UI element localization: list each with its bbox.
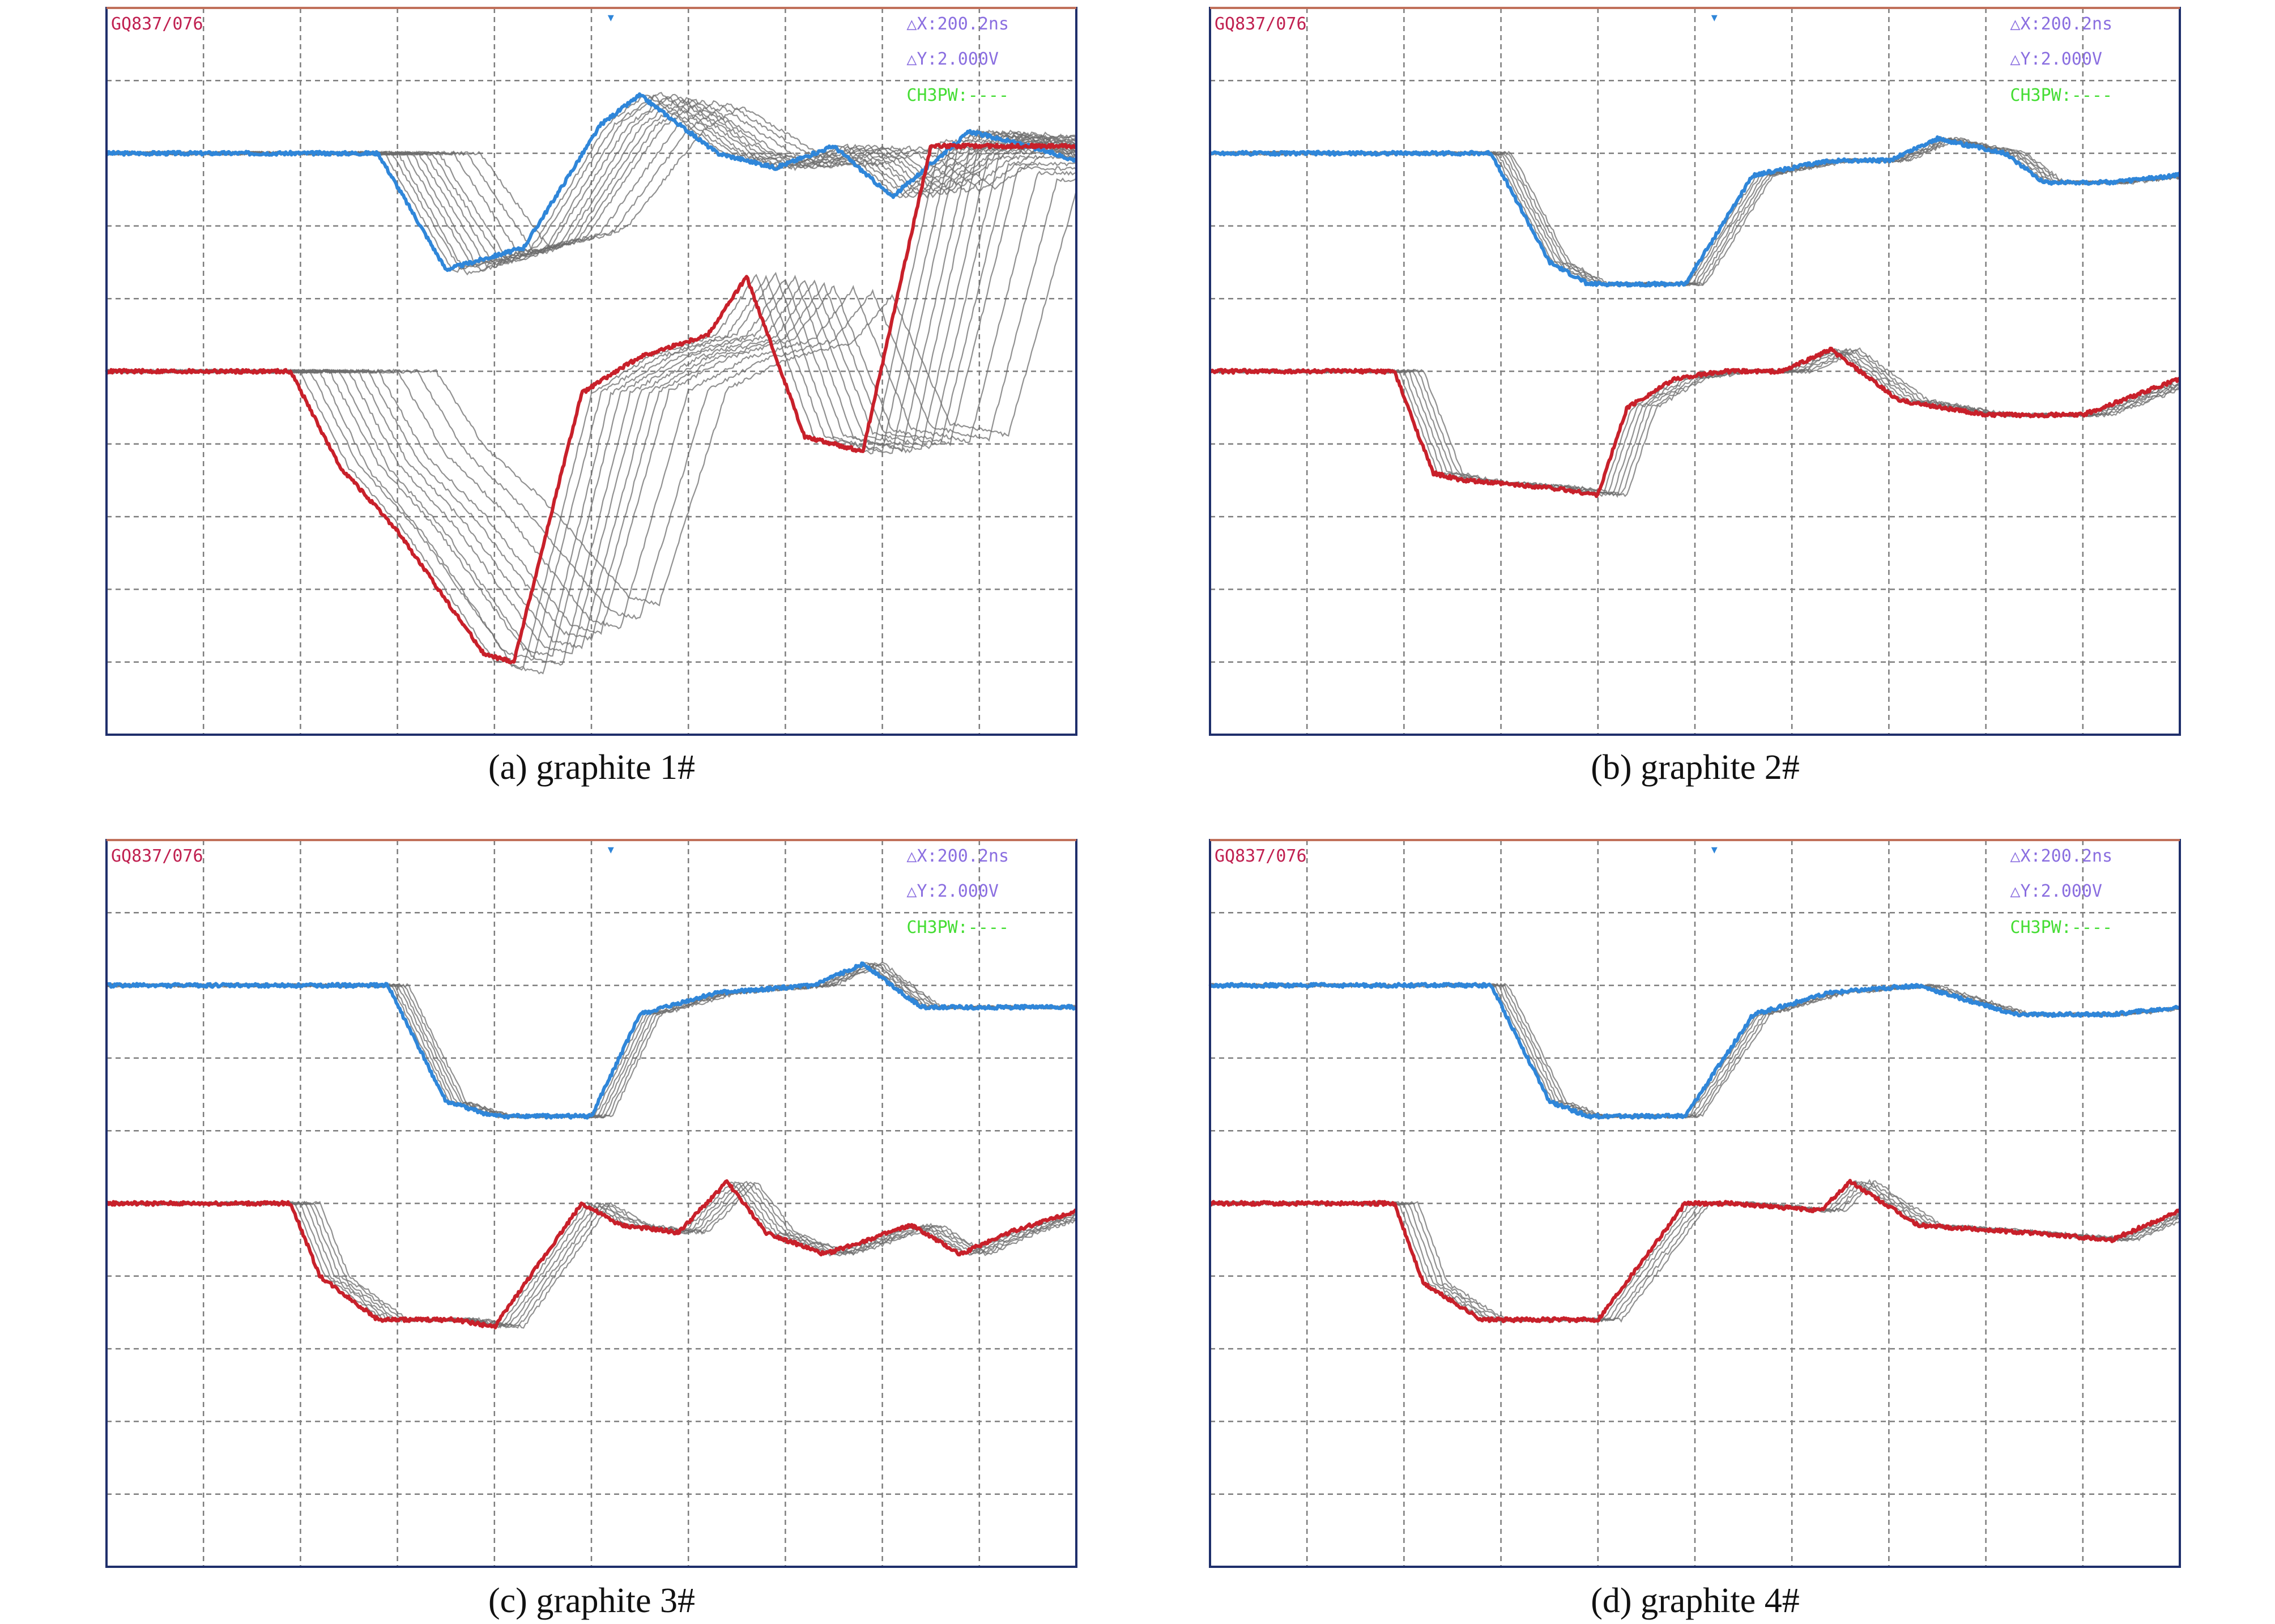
delta-y-label-a: △Y:2.000V <box>906 49 999 69</box>
delta-y-label-b: △Y:2.000V <box>2010 49 2102 69</box>
ch3-label-c: CH3PW:---- <box>906 918 1009 937</box>
ch3-label-b: CH3PW:---- <box>2010 86 2112 105</box>
ch1-trace-c <box>106 961 1077 1120</box>
chart-c: ▾ GQ837/076 △X:200.2ns △Y:2.000V CH3PW:---- <box>105 839 1077 1568</box>
scope-id-label-c: GQ837/076 <box>111 846 203 866</box>
caption-d: (d) graphite 4# <box>1591 1582 1800 1620</box>
caption-c: (c) graphite 3# <box>488 1582 695 1620</box>
ch2-trace-a <box>105 142 1077 664</box>
scope-id-label-d: GQ837/076 <box>1215 846 1307 866</box>
delta-x-label-a: △X:200.2ns <box>906 14 1009 34</box>
grid-c <box>106 840 1076 1567</box>
delta-y-label-c: △Y:2.000V <box>906 881 999 901</box>
delta-x-label-c: △X:200.2ns <box>906 846 1009 866</box>
ch2-trace-d <box>1209 1179 2181 1323</box>
panel-b: ▾ GQ837/076 △X:200.2ns △Y:2.000V CH3PW:---- … <box>1138 0 2275 812</box>
scope-id-label-a: GQ837/076 <box>111 14 203 34</box>
ch1-trace-b <box>1208 135 2182 288</box>
chart-b: ▾ GQ837/076 △X:200.2ns △Y:2.000V CH3PW:---- <box>1208 7 2182 736</box>
panel-a: ▾ GQ837/076 △X:200.2ns △Y:2.000V CH3PW:---- … <box>0 0 1138 812</box>
delta-y-label-d: △Y:2.000V <box>2010 881 2102 901</box>
trigger-marker-icon: ▾ <box>1711 11 1718 25</box>
panel-d: ▾ GQ837/076 △X:200.2ns △Y:2.000V CH3PW:---- … <box>1138 812 2275 1624</box>
delta-x-label-b: △X:200.2ns <box>2010 14 2112 34</box>
delta-x-label-d: △X:200.2ns <box>2010 846 2112 866</box>
trigger-marker-icon: ▾ <box>608 843 614 857</box>
panel-c: ▾ GQ837/076 △X:200.2ns △Y:2.000V CH3PW:---- … <box>0 812 1138 1624</box>
scope-id-label-b: GQ837/076 <box>1215 14 1307 34</box>
ch2-trace-b <box>1209 347 2181 498</box>
ch3-label-d: CH3PW:---- <box>2010 918 2112 937</box>
caption-a: (a) graphite 1# <box>488 748 695 787</box>
ch3-label-a: CH3PW:---- <box>906 86 1009 105</box>
ch1-trace-a <box>106 92 1078 272</box>
ch1-trace-d <box>1208 982 2180 1120</box>
chart-d: ▾ GQ837/076 △X:200.2ns △Y:2.000V CH3PW:---- <box>1208 839 2181 1568</box>
chart-a: ▾ GQ837/076 △X:200.2ns △Y:2.000V CH3PW:---- <box>105 7 1078 736</box>
trigger-marker-icon: ▾ <box>1711 843 1718 857</box>
caption-b: (b) graphite 2# <box>1591 748 1800 787</box>
trigger-marker-icon: ▾ <box>608 11 614 25</box>
ch2-trace-c <box>105 1179 1077 1329</box>
